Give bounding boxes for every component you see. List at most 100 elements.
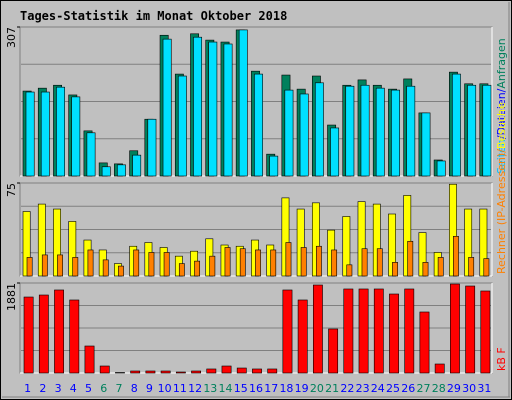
bar	[437, 257, 444, 277]
x-tick-label: 1	[24, 382, 31, 395]
bar	[465, 285, 476, 374]
bar	[57, 254, 63, 277]
x-tick-label: 6	[100, 382, 107, 395]
x-tick-label: 26	[401, 382, 415, 395]
bar	[84, 345, 95, 374]
bar	[208, 41, 218, 177]
bar	[482, 84, 492, 177]
bar	[162, 38, 172, 177]
bar	[419, 311, 430, 374]
x-tick-label: 31	[477, 382, 491, 395]
bar	[40, 91, 50, 177]
x-tick-label: 25	[386, 382, 400, 395]
bar	[436, 160, 446, 177]
bar	[41, 254, 48, 277]
bar	[375, 87, 385, 177]
bar	[330, 127, 340, 177]
x-tick-label: 5	[85, 382, 92, 395]
x-tick-label: 21	[325, 382, 339, 395]
bar	[206, 368, 217, 374]
bar	[479, 208, 488, 277]
bar	[133, 249, 140, 277]
bar	[224, 247, 231, 277]
x-tick-label: 30	[462, 382, 476, 395]
bar	[53, 208, 61, 277]
x-tick-label: 13	[203, 382, 217, 395]
side-label-part: Anfragen	[495, 38, 508, 88]
bar	[434, 363, 445, 374]
bar	[328, 328, 339, 374]
bar	[148, 252, 155, 277]
bar	[147, 118, 157, 177]
side-label-part: Rechner (IP-Adressen)	[495, 153, 508, 274]
y-tick-label: 75	[5, 183, 18, 197]
bar	[267, 368, 278, 374]
x-tick-label: 19	[295, 382, 309, 395]
bar	[269, 155, 279, 177]
x-tick-label: 11	[173, 382, 187, 395]
bar	[453, 236, 459, 277]
bar	[392, 262, 398, 277]
bar	[145, 370, 156, 374]
bar	[376, 248, 383, 277]
bar	[285, 242, 292, 277]
bar	[342, 216, 351, 277]
bar	[296, 208, 305, 277]
x-tick-label: 4	[70, 382, 77, 395]
side-label-part: kB F	[495, 347, 508, 371]
x-tick-label: 18	[279, 382, 293, 395]
x-tick-label: 24	[371, 382, 385, 395]
bar	[373, 288, 384, 374]
side-label: Seiten/Dateien/Anfragen	[495, 38, 508, 174]
bar	[300, 247, 307, 277]
side-label: Rechner (IP-Adressen)/Besuche	[495, 102, 508, 274]
bar	[101, 166, 111, 177]
x-tick-label: 9	[146, 382, 153, 395]
x-tick-label: 10	[158, 382, 172, 395]
x-tick-label: 23	[356, 382, 370, 395]
bar	[130, 370, 141, 374]
x-tick-label: 20	[310, 382, 324, 395]
y-tick-label: 307	[5, 27, 18, 48]
bar	[102, 259, 109, 277]
bar	[238, 29, 248, 177]
x-tick-label: 2	[39, 382, 46, 395]
bar	[483, 258, 490, 277]
bar	[72, 257, 79, 277]
x-tick-label: 29	[447, 382, 461, 395]
bar	[26, 257, 33, 277]
bar	[450, 283, 460, 374]
bar	[99, 365, 110, 374]
x-tick-label: 14	[219, 382, 233, 395]
chart-title: Tages-Statistik im Monat Oktober 2018	[20, 9, 287, 23]
bar	[221, 365, 232, 374]
bar	[132, 154, 142, 177]
bar	[315, 245, 322, 277]
bar	[282, 289, 293, 374]
side-label-part: Seiten	[495, 139, 508, 174]
bar	[467, 84, 477, 177]
bar	[468, 257, 475, 277]
side-label: kB F	[495, 347, 508, 371]
bar	[421, 112, 431, 177]
bar	[343, 288, 354, 374]
bar	[71, 96, 81, 177]
x-tick-label: 22	[340, 382, 354, 395]
bar	[418, 232, 427, 277]
bar	[194, 260, 201, 277]
bar	[22, 211, 31, 277]
x-tick-label: 7	[115, 382, 122, 395]
x-tick-label: 8	[131, 382, 138, 395]
bar	[357, 201, 366, 277]
x-tick-label: 28	[432, 382, 446, 395]
bar	[388, 213, 396, 277]
bar	[177, 75, 187, 177]
side-label-part: Besuche	[495, 102, 508, 149]
bar	[281, 197, 290, 277]
bar	[372, 203, 381, 277]
bar	[311, 202, 320, 277]
bar	[464, 208, 473, 277]
bar	[255, 249, 261, 277]
bar	[312, 284, 323, 374]
